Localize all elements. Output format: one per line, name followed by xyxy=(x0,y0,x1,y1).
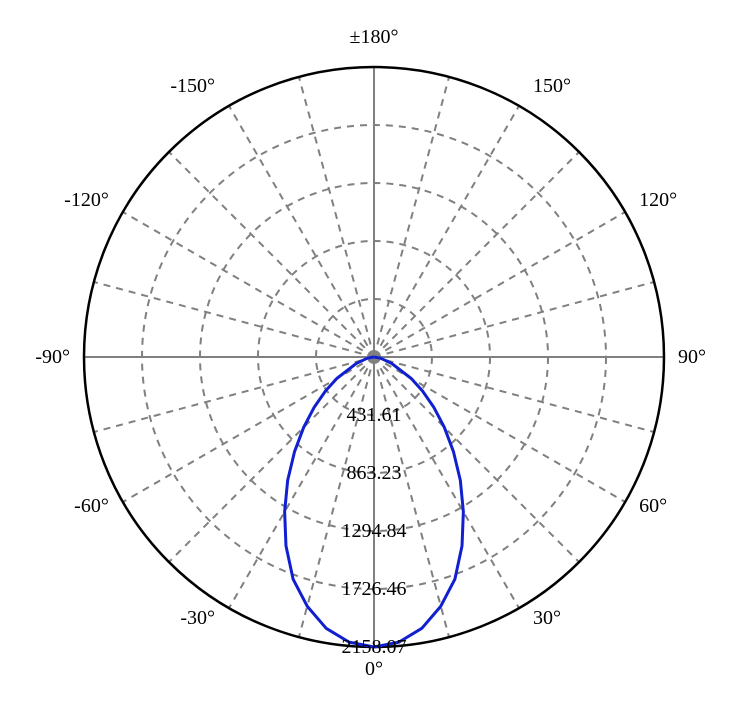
angle-label: -120° xyxy=(64,189,109,211)
polar-chart: 431.61 863.23 1294.84 1726.46 2158.07 ±180° 15… xyxy=(0,0,748,708)
angle-label: 120° xyxy=(639,189,677,211)
angle-label: ±180° xyxy=(350,26,399,48)
angle-label: 0° xyxy=(365,658,383,680)
angle-label: -60° xyxy=(74,495,109,517)
radial-label: 863.23 xyxy=(347,462,402,484)
angle-label: -30° xyxy=(180,607,215,629)
angle-label: -90° xyxy=(35,346,70,368)
radial-label: 431.61 xyxy=(347,404,402,426)
angle-label: 60° xyxy=(639,495,667,517)
angle-label: 90° xyxy=(678,346,706,368)
angle-label: 150° xyxy=(533,75,571,97)
radial-label: 2158.07 xyxy=(342,636,407,658)
angle-label: -150° xyxy=(170,75,215,97)
radial-label: 1726.46 xyxy=(342,578,407,600)
radial-label: 1294.84 xyxy=(342,520,407,542)
polar-chart-svg: 431.61 863.23 1294.84 1726.46 2158.07 ±180° 15… xyxy=(0,0,748,708)
angle-label: 30° xyxy=(533,607,561,629)
